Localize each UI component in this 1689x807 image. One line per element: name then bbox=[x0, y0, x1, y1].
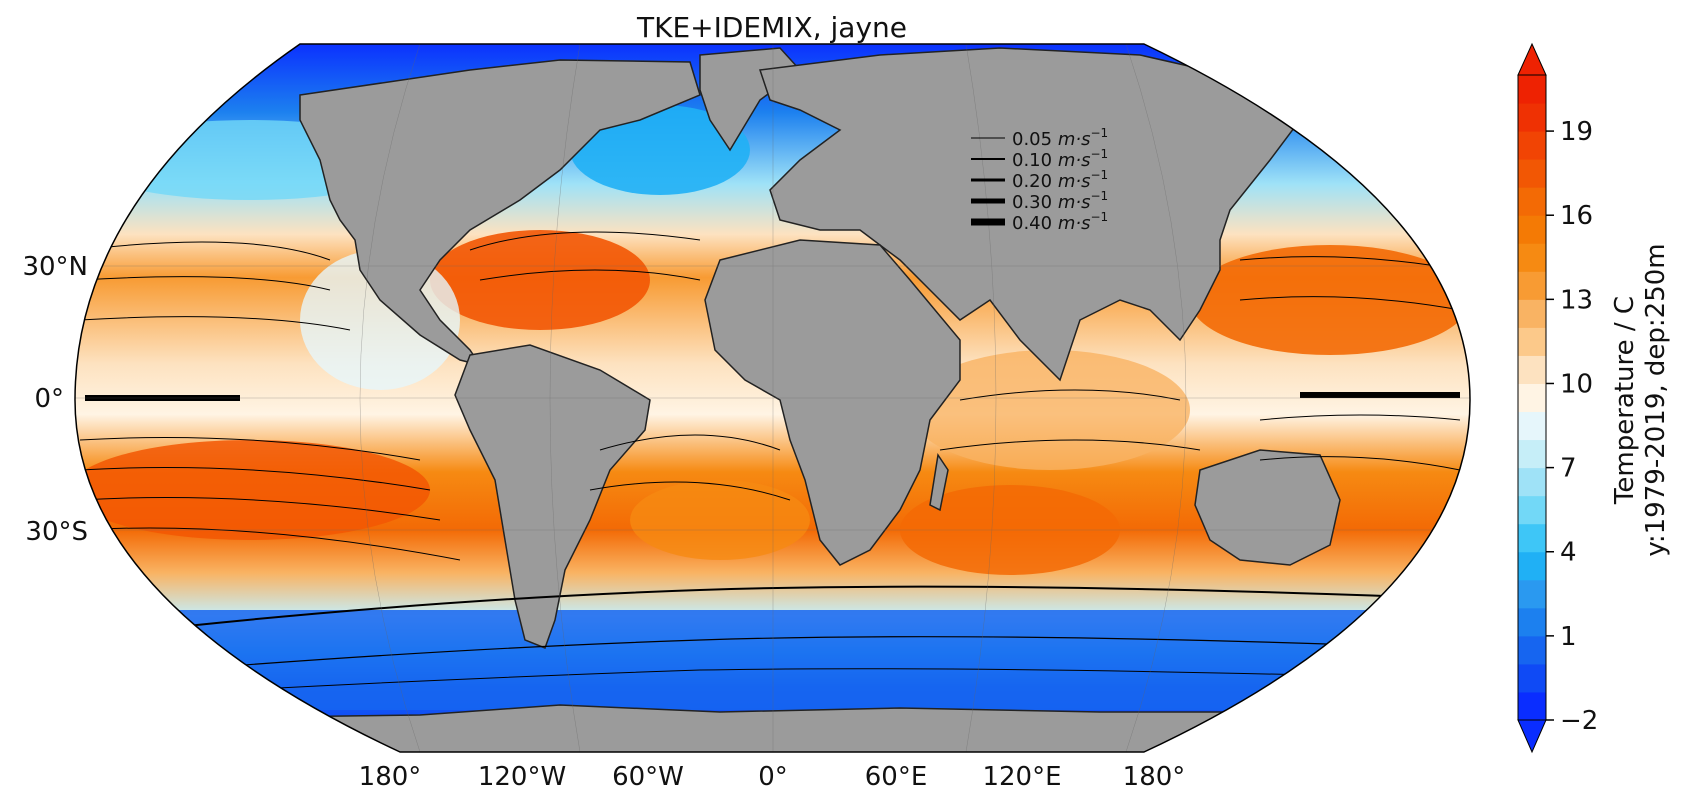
colorbar-segment bbox=[1518, 635, 1546, 665]
velocity-streamlines bbox=[75, 231, 1470, 701]
colorbar-segment bbox=[1518, 579, 1546, 609]
colorbar-segment bbox=[1518, 467, 1546, 497]
colorbar-label-line2: y:1979-2019, dep:250m bbox=[1641, 243, 1671, 556]
lon-label-60e: 60°E bbox=[865, 762, 928, 792]
colorbar-tick-label: 16 bbox=[1560, 201, 1593, 231]
colorbar-extend-top bbox=[1517, 42, 1547, 76]
legend-label-4: 0.30 m·s−1 bbox=[1012, 189, 1108, 213]
colorbar-segment bbox=[1518, 383, 1546, 413]
warm-gyre-south-atlantic bbox=[630, 480, 810, 560]
colorbar-extend-bottom bbox=[1517, 719, 1547, 754]
colorbar-ticks: −2 1 4 7 10 13 16 19 bbox=[1546, 117, 1598, 736]
warm-gyre-south-pacific bbox=[75, 440, 430, 540]
colorbar-segment bbox=[1518, 103, 1546, 132]
globe-outline bbox=[74, 43, 1471, 753]
colorbar-segment bbox=[1518, 551, 1546, 581]
graticule bbox=[75, 44, 1470, 752]
lon-label-120e: 120°E bbox=[982, 762, 1061, 792]
warm-indian-ocean bbox=[910, 350, 1190, 470]
colorbar-segment bbox=[1518, 355, 1546, 384]
colorbar-tick-label: 4 bbox=[1560, 538, 1577, 568]
colorbar-segment bbox=[1518, 523, 1546, 553]
colorbar-segment bbox=[1518, 215, 1546, 244]
colorbar-tick-label: 1 bbox=[1560, 622, 1577, 652]
colorbar-segment bbox=[1518, 327, 1546, 356]
land-australia bbox=[1194, 449, 1341, 566]
legend-label-2: 0.10 m·s−1 bbox=[1012, 147, 1108, 171]
speed-legend: 0.05 m·s−1 0.10 m·s−1 0.20 m·s−1 0.30 m·… bbox=[971, 126, 1108, 234]
globe bbox=[75, 44, 1470, 752]
colorbar-tick-label: −2 bbox=[1560, 706, 1598, 736]
legend-label-3: 0.20 m·s−1 bbox=[1012, 168, 1108, 192]
colorbar-segment bbox=[1518, 439, 1546, 469]
colorbar: −2 1 4 7 10 13 16 19 Temperature / C y:1979-201… bbox=[1517, 42, 1671, 754]
legend-label-1: 0.05 m·s−1 bbox=[1012, 126, 1108, 150]
land-africa bbox=[704, 239, 961, 566]
lon-label-180e: 180° bbox=[1123, 762, 1186, 792]
legend-label-5: 0.40 m·s−1 bbox=[1012, 210, 1108, 234]
warm-gyre-north-atlantic bbox=[430, 230, 650, 330]
lon-label-60w: 60°W bbox=[612, 762, 684, 792]
colorbar-tick-label: 13 bbox=[1560, 285, 1593, 315]
colorbar-segment bbox=[1518, 411, 1546, 441]
colorbar-segment bbox=[1518, 495, 1546, 525]
colorbar-segment bbox=[1518, 75, 1546, 104]
colorbar-tick-label: 7 bbox=[1560, 454, 1577, 484]
warm-gyre-north-pacific-west bbox=[1190, 245, 1470, 355]
land-north-america bbox=[299, 59, 701, 367]
land-madagascar bbox=[929, 452, 949, 512]
map-title: TKE+IDEMIX, jayne bbox=[636, 11, 907, 44]
southern-ocean-band bbox=[75, 610, 1470, 710]
cool-north-atlantic-subpolar bbox=[570, 105, 750, 195]
colorbar-tick-label: 19 bbox=[1560, 117, 1593, 147]
colorbar-segment bbox=[1518, 299, 1546, 328]
colorbar-segment bbox=[1518, 607, 1546, 637]
lon-label-180w: 180° bbox=[359, 762, 422, 792]
colorbar-label-line1: Temperature / C bbox=[1610, 296, 1640, 505]
colorbar-segment bbox=[1518, 131, 1546, 160]
colorbar-segment bbox=[1518, 691, 1546, 721]
colorbar-segment bbox=[1518, 243, 1546, 272]
colorbar-frame bbox=[1517, 74, 1547, 721]
colorbar-segment bbox=[1518, 159, 1546, 188]
colorbar-tick-label: 10 bbox=[1560, 369, 1593, 399]
land-antarctica bbox=[75, 704, 1470, 752]
lat-label-0: 0° bbox=[34, 384, 64, 414]
lon-label-120w: 120°W bbox=[478, 762, 566, 792]
lat-label-30n: 30°N bbox=[22, 252, 88, 282]
colorbar-segment bbox=[1518, 271, 1546, 300]
colorbar-segment bbox=[1518, 663, 1546, 693]
lat-label-30s: 30°S bbox=[25, 517, 88, 547]
colorbar-segment bbox=[1518, 187, 1546, 216]
colorbar-segments bbox=[1518, 75, 1546, 721]
lon-label-0: 0° bbox=[758, 762, 788, 792]
